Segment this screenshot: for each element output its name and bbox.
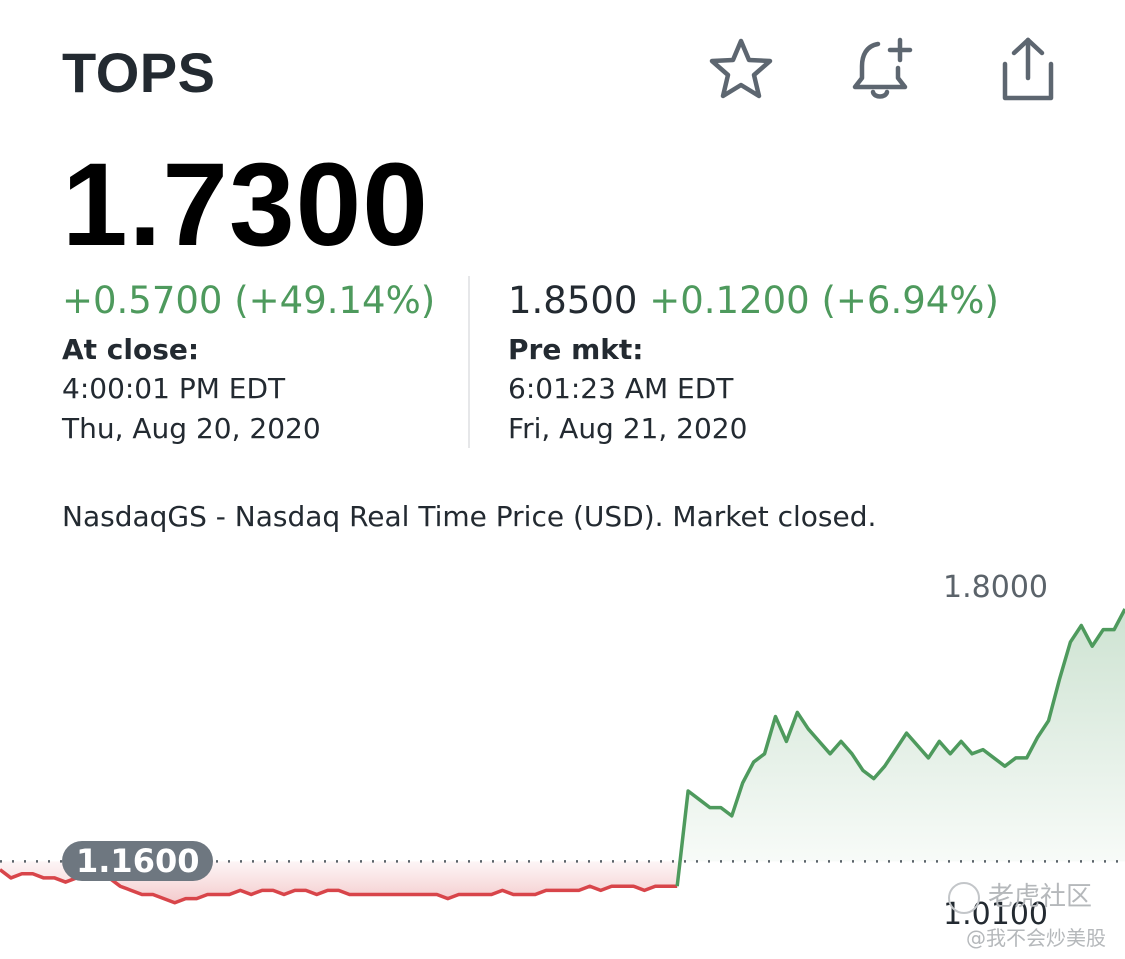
favorite-button[interactable] [706, 36, 776, 106]
premarket-quote: 1.8500 +0.1200 (+6.94%) [508, 281, 999, 321]
premarket-label: Pre mkt: [508, 333, 644, 366]
star-icon [708, 37, 774, 106]
ticker-symbol: TOPS [62, 41, 216, 104]
price-line-above-close [675, 608, 1125, 887]
share-icon [995, 34, 1061, 109]
watermark-logo: 老虎社区 [948, 876, 1092, 914]
bell-plus-icon [848, 34, 918, 109]
premarket-date: Fri, Aug 21, 2020 [508, 412, 748, 445]
previous-close-badge: 1.1600 [62, 841, 214, 882]
quote-divider [468, 276, 470, 448]
day-change: +0.5700 (+49.14%) [62, 279, 436, 322]
exchange-note: NasdaqGS - Nasdaq Real Time Price (USD).… [62, 500, 877, 533]
current-price: 1.7300 [62, 139, 429, 271]
tiger-logo-icon [948, 881, 980, 914]
positive-area-fill [677, 608, 1125, 887]
y-axis-high-label: 1.8000 [943, 570, 1048, 605]
add-alert-button[interactable] [848, 36, 918, 106]
premarket-time: 6:01:23 AM EDT [508, 372, 734, 405]
close-date: Thu, Aug 20, 2020 [62, 412, 321, 445]
share-button[interactable] [993, 36, 1063, 106]
close-time: 4:00:01 PM EDT [62, 372, 286, 405]
premarket-price: 1.8500 [508, 279, 638, 322]
watermark-handle: @我不会炒美股 [966, 926, 1106, 950]
close-label: At close: [62, 333, 200, 366]
premarket-change: +0.1200 (+6.94%) [649, 279, 999, 322]
